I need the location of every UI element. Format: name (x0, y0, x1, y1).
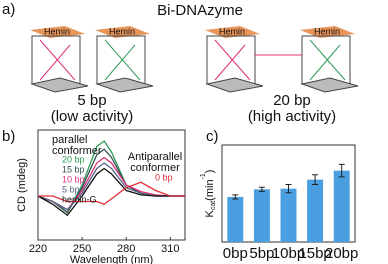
legend-entry: 20 bp (62, 154, 85, 164)
x-tick-label: 15bp (298, 245, 331, 262)
x-tick-label: 310 (161, 243, 179, 255)
bar (333, 170, 350, 242)
annotation: conformer (130, 162, 180, 174)
panel-label: c) (206, 128, 219, 145)
cd-curve (38, 181, 185, 205)
panel-label: a) (2, 1, 15, 18)
panel-label: b) (2, 128, 15, 145)
y-axis-label-part: -1 (200, 173, 207, 179)
plot-frame (37, 129, 186, 241)
diagram-right (205, 26, 359, 93)
legend-entry: hemin-G (62, 194, 97, 204)
x-tick-label: 10bp (272, 245, 305, 262)
y-axis-label-part: K (204, 209, 216, 217)
legend-entry: 15 bp (62, 164, 85, 174)
error-bar (232, 194, 239, 200)
error-bar (338, 163, 345, 178)
error-bar (285, 183, 292, 194)
y-axis-label-part: cat (210, 201, 217, 210)
x-tick-label: 280 (117, 243, 135, 255)
annotation: Antiparallel (128, 151, 182, 163)
x-axis-label: Wavelength (nm) (70, 254, 153, 264)
legend-entry: 0 bp (155, 172, 173, 182)
y-axis-label: Kcat(min-1) (200, 170, 217, 218)
hemin-label: Hemin (109, 26, 135, 36)
x-tick-label: 220 (29, 243, 47, 255)
error-bar (258, 186, 265, 192)
hemin-label: Hemin (314, 26, 340, 36)
bar (307, 179, 324, 242)
title: Bi-DNAzyme (157, 2, 243, 19)
bar (227, 196, 244, 242)
legend-title: parallel (52, 134, 87, 146)
bar (253, 189, 270, 242)
caption: (low activity) (51, 108, 134, 125)
legend-entry: 10 bp (62, 174, 85, 184)
x-tick-label: 250 (73, 243, 91, 255)
y-axis-label-part: ) (204, 170, 216, 174)
x-tick-label: 20bp (325, 245, 358, 262)
caption: 20 bp (273, 92, 311, 109)
bar (280, 188, 297, 242)
diagram-left (30, 26, 154, 93)
caption: 5 bp (77, 92, 106, 109)
y-axis-label: CD (mdeg) (16, 158, 28, 212)
legend-entry: 5 bp (62, 184, 80, 194)
legend-title: conformer (52, 145, 102, 157)
y-axis-label-part: (min (204, 179, 216, 200)
x-tick-label: 5bp (249, 245, 274, 262)
x-tick-label: 0bp (223, 245, 248, 262)
hemin-label: Hemin (44, 26, 70, 36)
hemin-label: Hemin (219, 26, 245, 36)
error-bar (312, 174, 319, 185)
cd-curve (37, 167, 185, 217)
caption: (high activity) (248, 108, 336, 125)
